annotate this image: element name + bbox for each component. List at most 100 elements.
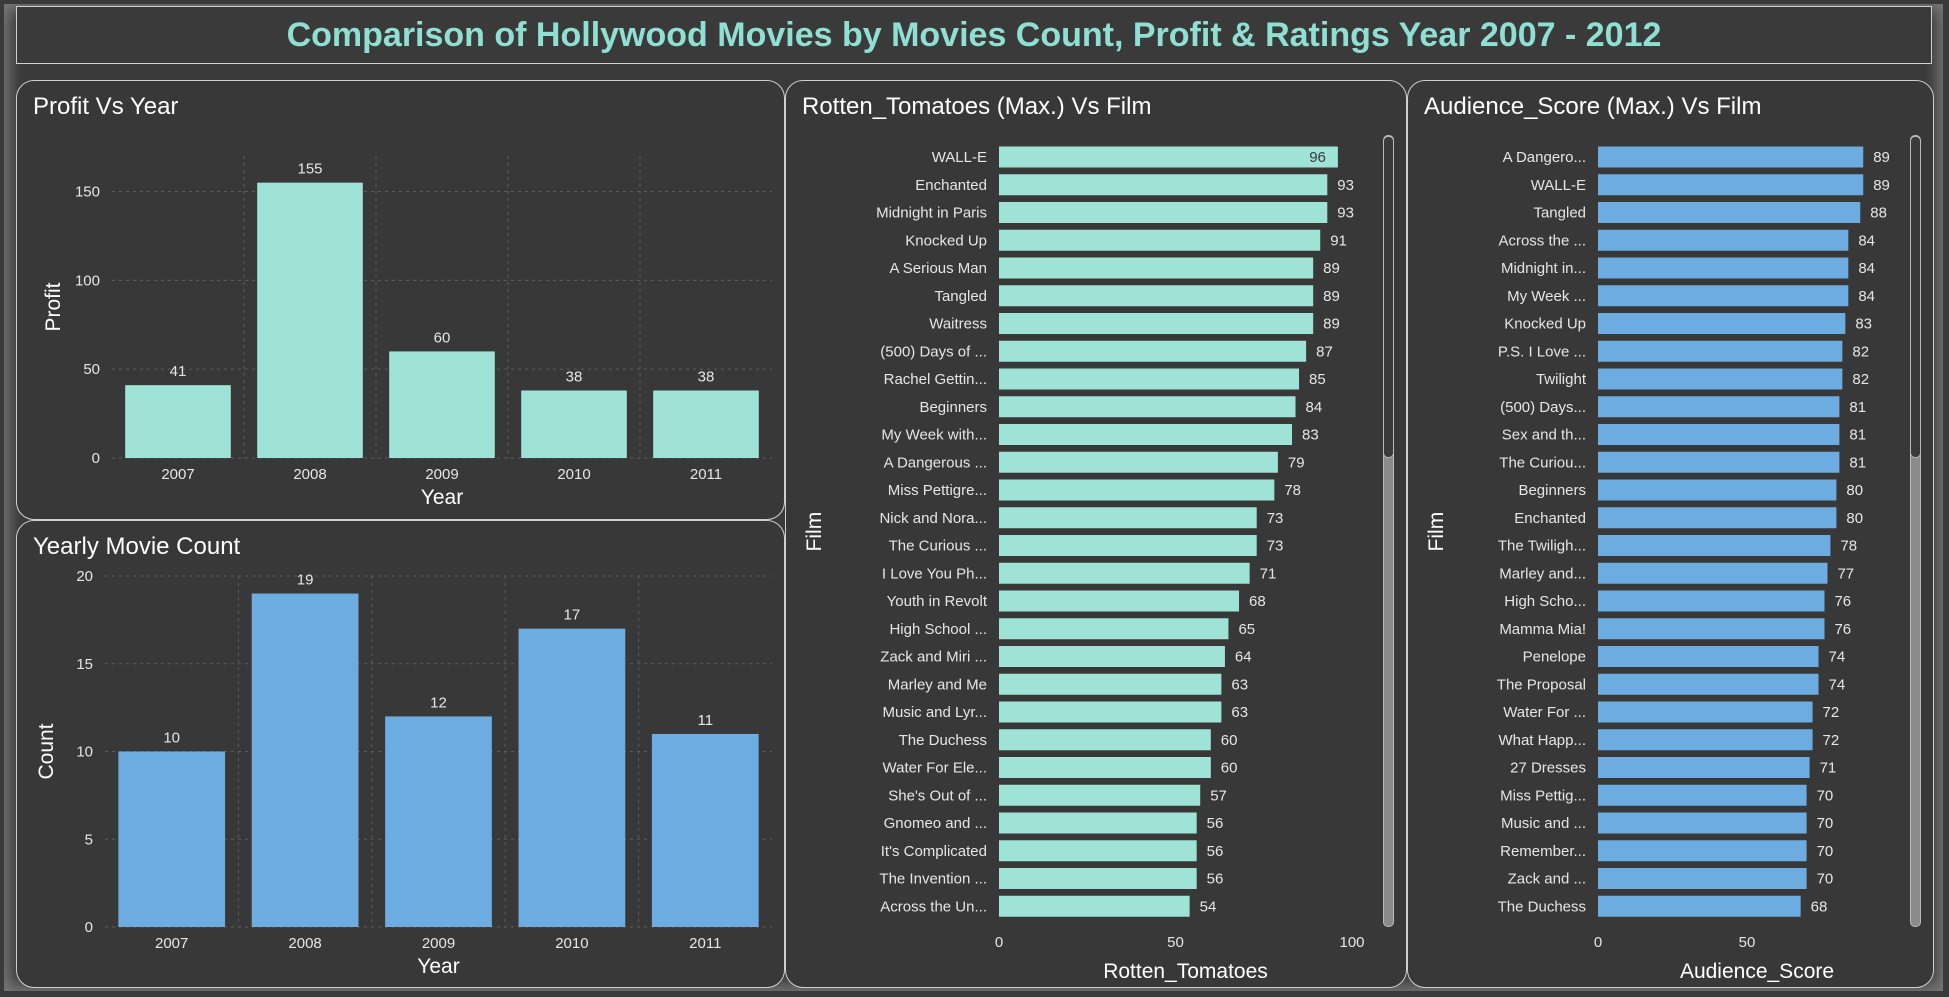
audience-data-label: 72 <box>1823 732 1840 749</box>
rotten-bar <box>999 451 1278 473</box>
rotten-scrollbar[interactable] <box>1383 135 1394 927</box>
rotten-xtick-label: 0 <box>995 934 1003 951</box>
rotten-bar <box>999 313 1314 334</box>
count-chart: 05101520102007192008122009172010112011Ye… <box>35 568 772 978</box>
audience-bar <box>1598 535 1831 556</box>
rotten-category-label: Music and Lyr... <box>883 704 988 721</box>
rotten-category-label: A Dangerous ... <box>884 454 987 471</box>
rotten-chart: WALL-E 96 Enchanted 93 Midnight in Paris 93 Kn… <box>803 146 1365 983</box>
audience-chart-title: Audience_Score (Max.) Vs Film <box>1424 93 1762 120</box>
rotten-category-label: Water For Ele... <box>883 760 987 777</box>
rotten-category-label: Nick and Nora... <box>879 510 987 527</box>
rotten-chart-title: Rotten_Tomatoes (Max.) Vs Film <box>802 93 1152 120</box>
audience-category-label: Knocked Up <box>1504 316 1586 333</box>
audience-bar <box>1598 840 1807 862</box>
count-ytick-label: 5 <box>85 831 93 848</box>
audience-data-label: 70 <box>1817 843 1834 860</box>
audience-xtick-label: 50 <box>1739 934 1756 951</box>
audience-data-label: 82 <box>1852 343 1869 360</box>
audience-data-label: 76 <box>1834 593 1851 610</box>
rotten-data-label: 73 <box>1267 538 1284 555</box>
rotten-category-label: A Serious Man <box>889 260 987 277</box>
audience-bar <box>1598 701 1813 723</box>
profit-ytick-label: 50 <box>83 361 100 378</box>
audience-bar <box>1598 368 1843 390</box>
count-y-axis-title: Count <box>35 723 58 779</box>
rotten-category-label: The Invention ... <box>879 871 987 888</box>
rotten-data-label: 96 <box>1309 149 1326 166</box>
rotten-category-label: WALL-E <box>932 149 987 166</box>
audience-category-label: My Week ... <box>1507 288 1586 305</box>
audience-category-label: Water For ... <box>1503 704 1586 721</box>
audience-data-label: 89 <box>1873 149 1890 166</box>
audience-bar <box>1598 646 1819 667</box>
audience-data-label: 74 <box>1829 649 1846 666</box>
audience-category-label: Mamma Mia! <box>1499 621 1586 638</box>
audience-bar <box>1598 673 1819 695</box>
audience-bar <box>1598 257 1849 279</box>
count-ytick-label: 20 <box>76 568 93 585</box>
count-ytick-label: 10 <box>76 744 93 761</box>
rotten-bar <box>999 646 1225 667</box>
rotten-category-label: Across the Un... <box>880 898 987 915</box>
audience-data-label: 80 <box>1846 482 1863 499</box>
audience-category-label: Sex and th... <box>1502 427 1586 444</box>
audience-data-label: 70 <box>1817 787 1834 804</box>
audience-bar <box>1598 424 1840 445</box>
audience-data-label: 84 <box>1858 288 1875 305</box>
audience-category-label: Zack and ... <box>1508 871 1586 888</box>
audience-category-label: Marley and... <box>1499 565 1586 582</box>
audience-data-label: 81 <box>1849 454 1866 471</box>
audience-category-label: What Happ... <box>1498 732 1586 749</box>
audience-scroll-thumb[interactable] <box>1910 136 1921 458</box>
audience-category-label: Twilight <box>1536 371 1587 388</box>
rotten-xtick-label: 50 <box>1167 934 1184 951</box>
rotten-category-label: Youth in Revolt <box>887 593 988 610</box>
rotten-scroll-thumb[interactable] <box>1383 136 1394 458</box>
rotten-data-label: 63 <box>1231 704 1248 721</box>
audience-category-label: High Scho... <box>1504 593 1586 610</box>
count-x-axis-title: Year <box>417 955 459 978</box>
audience-bar <box>1598 729 1813 751</box>
rotten-category-label: She's Out of ... <box>888 787 987 804</box>
audience-bar <box>1598 479 1837 501</box>
count-xtick-label: 2011 <box>689 935 721 952</box>
audience-category-label: 27 Dresses <box>1510 760 1586 777</box>
rotten-data-label: 83 <box>1302 427 1319 444</box>
profit-ytick-label: 0 <box>92 450 100 467</box>
audience-data-label: 80 <box>1846 510 1863 527</box>
rotten-bar <box>999 368 1300 390</box>
rotten-data-label: 89 <box>1323 260 1340 277</box>
rotten-data-label: 93 <box>1337 205 1354 222</box>
rotten-category-label: Miss Pettigre... <box>888 482 987 499</box>
rotten-category-label: Zack and Miri ... <box>880 649 987 666</box>
rotten-bar <box>999 396 1296 418</box>
rotten-data-label: 64 <box>1235 649 1252 666</box>
audience-category-label: Miss Pettig... <box>1500 787 1586 804</box>
audience-scrollbar[interactable] <box>1910 135 1921 927</box>
rotten-bar <box>999 618 1229 640</box>
rotten-data-label: 60 <box>1221 732 1238 749</box>
rotten-data-label: 63 <box>1231 676 1248 693</box>
rotten-bar <box>999 812 1197 834</box>
audience-category-label: Midnight in... <box>1501 260 1586 277</box>
audience-category-label: A Dangero... <box>1503 149 1586 166</box>
count-xtick-label: 2008 <box>288 935 321 952</box>
count-bar <box>385 716 492 927</box>
profit-ytick-label: 150 <box>75 184 100 201</box>
dashboard-title-bar: Comparison of Hollywood Movies by Movies… <box>16 6 1932 64</box>
profit-xtick-label: 2007 <box>161 466 194 483</box>
rotten-bar <box>999 174 1328 196</box>
rotten-bar <box>999 229 1321 251</box>
count-chart-title: Yearly Movie Count <box>33 533 241 560</box>
audience-bar <box>1598 340 1843 362</box>
count-ytick-label: 15 <box>76 656 93 673</box>
dashboard-title: Comparison of Hollywood Movies by Movies… <box>286 15 1662 54</box>
audience-category-label: P.S. I Love ... <box>1498 343 1586 360</box>
rotten-data-label: 73 <box>1267 510 1284 527</box>
audience-category-label: Music and ... <box>1501 815 1586 832</box>
profit-bar <box>653 390 759 458</box>
rotten-data-label: 89 <box>1323 316 1340 333</box>
audience-data-label: 71 <box>1820 760 1837 777</box>
audience-category-label: (500) Days... <box>1500 399 1586 416</box>
